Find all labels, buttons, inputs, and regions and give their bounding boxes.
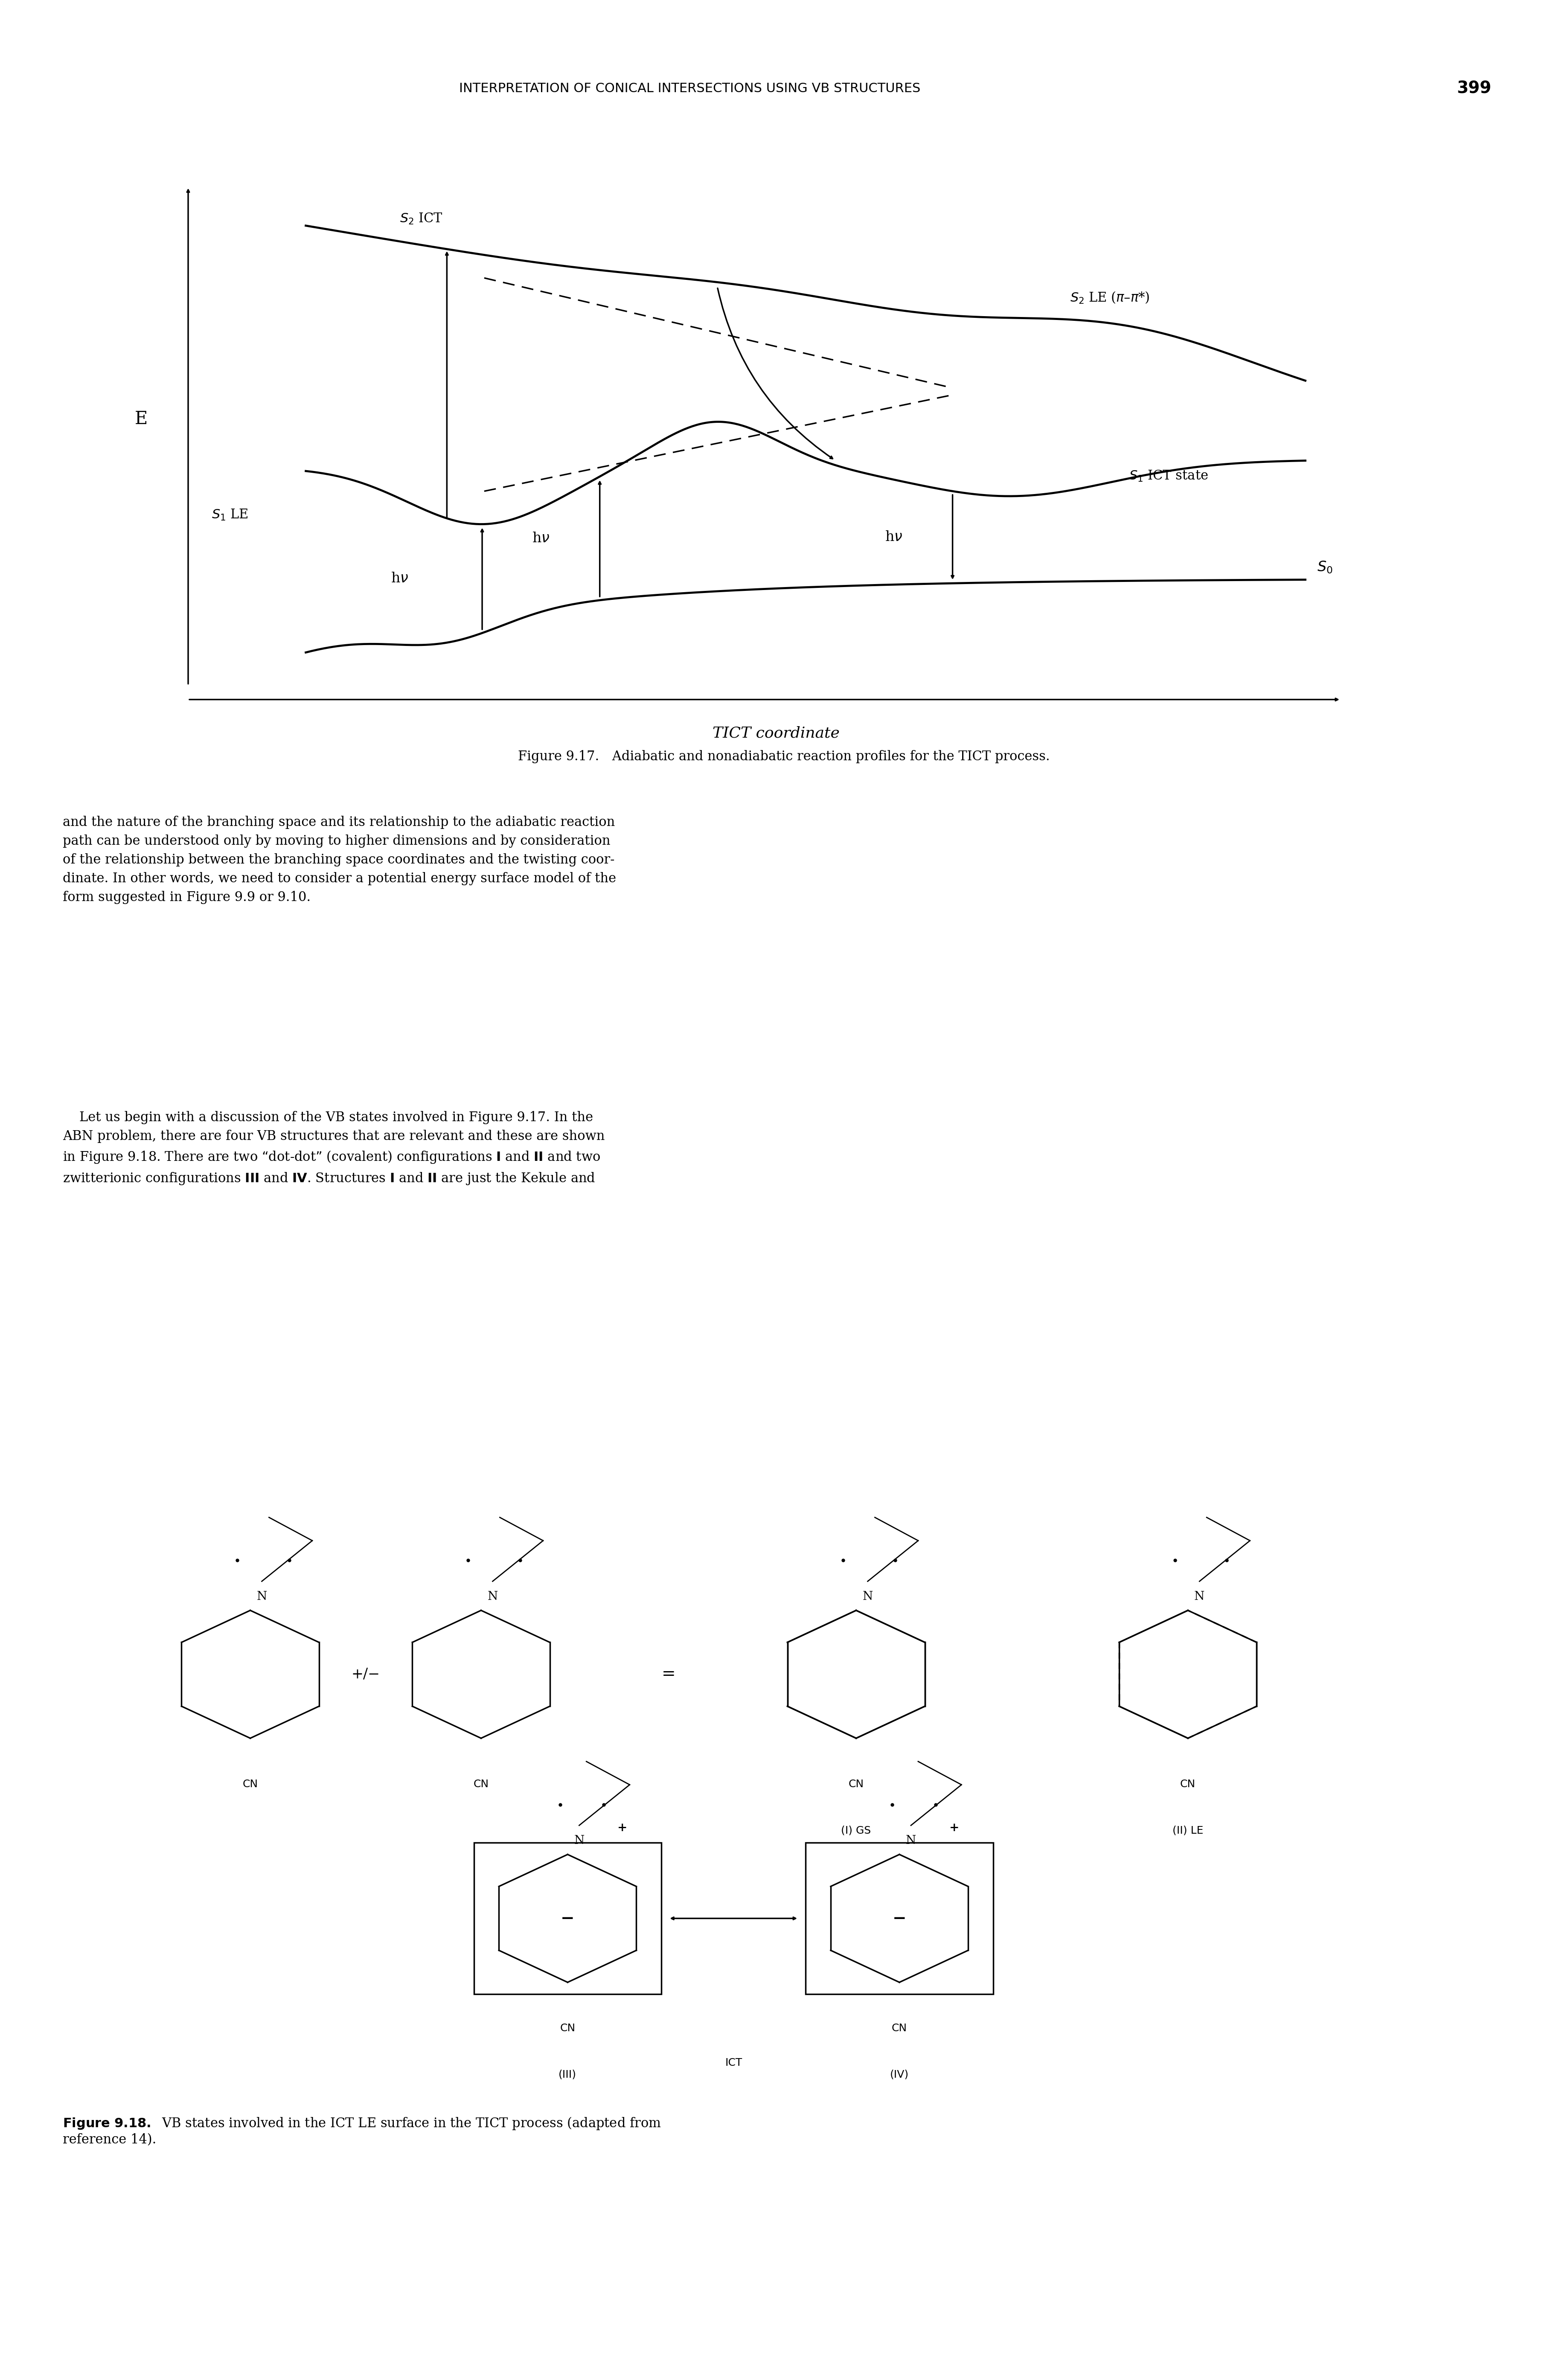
Text: $S_1$ ICT state: $S_1$ ICT state	[1129, 470, 1209, 482]
Text: −: −	[561, 1910, 574, 1927]
Text: and the nature of the branching space and its relationship to the adiabatic reac: and the nature of the branching space an…	[63, 816, 616, 905]
Text: CN: CN	[848, 1778, 864, 1790]
Text: $S_0$: $S_0$	[1317, 560, 1333, 574]
Text: (IV): (IV)	[891, 2068, 909, 2080]
Text: TICT coordinate: TICT coordinate	[712, 726, 840, 740]
Text: (III): (III)	[558, 2068, 577, 2080]
Text: N: N	[862, 1591, 873, 1603]
Text: N: N	[906, 1834, 916, 1846]
Text: CN: CN	[1181, 1778, 1196, 1790]
Text: (I) GS: (I) GS	[840, 1825, 872, 1834]
Text: h$\nu$: h$\nu$	[532, 532, 550, 546]
Text: E: E	[135, 409, 147, 428]
Text: CN: CN	[892, 2024, 908, 2033]
Text: =: =	[662, 1667, 676, 1683]
Text: h$\nu$: h$\nu$	[390, 572, 409, 586]
Text: $S_2$ ICT: $S_2$ ICT	[400, 213, 442, 225]
Text: CN: CN	[243, 1778, 259, 1790]
Text: N: N	[574, 1834, 585, 1846]
Text: Let us begin with a discussion of the VB states involved in Figure 9.17. In the
: Let us begin with a discussion of the VB…	[63, 1111, 605, 1187]
Text: INTERPRETATION OF CONICAL INTERSECTIONS USING VB STRUCTURES: INTERPRETATION OF CONICAL INTERSECTIONS …	[459, 83, 920, 95]
Text: −: −	[892, 1910, 906, 1927]
Text: (II) LE: (II) LE	[1173, 1825, 1203, 1834]
Text: N: N	[1195, 1591, 1204, 1603]
Text: ICT: ICT	[724, 2057, 742, 2068]
Text: $\mathbf{Figure\ 9.18.}$  VB states involved in the ICT LE surface in the TICT p: $\mathbf{Figure\ 9.18.}$ VB states invol…	[63, 2116, 662, 2147]
Text: +/−: +/−	[351, 1667, 379, 1681]
Text: CN: CN	[560, 2024, 575, 2033]
Text: $S_1$ LE: $S_1$ LE	[212, 508, 248, 522]
Text: CN: CN	[474, 1778, 489, 1790]
Text: +: +	[949, 1823, 960, 1834]
Text: h$\nu$: h$\nu$	[884, 530, 903, 544]
Text: N: N	[257, 1591, 267, 1603]
Text: +: +	[618, 1823, 627, 1834]
Text: $S_2$ LE ($\pi$–$\pi$*): $S_2$ LE ($\pi$–$\pi$*)	[1069, 291, 1149, 305]
Text: N: N	[488, 1591, 497, 1603]
Text: Figure 9.17. Adiabatic and nonadiabatic reaction profiles for the TICT process.: Figure 9.17. Adiabatic and nonadiabatic …	[517, 749, 1051, 764]
Text: 399: 399	[1457, 80, 1491, 97]
Bar	[806, 1844, 993, 1993]
Bar	[474, 1844, 662, 1993]
